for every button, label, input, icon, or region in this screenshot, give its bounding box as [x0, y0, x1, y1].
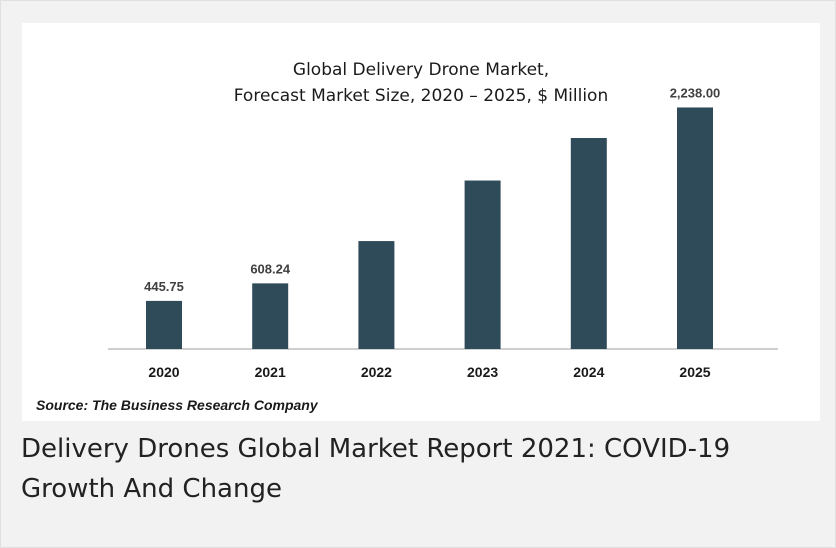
bar-2024 — [570, 138, 607, 349]
chart-title: Global Delivery Drone Market, Forecast M… — [22, 57, 820, 109]
bar-2022 — [358, 241, 395, 349]
x-tick-label: 2022 — [361, 364, 392, 380]
x-tick-label: 2023 — [467, 364, 498, 380]
data-label: 2,238.00 — [670, 85, 721, 100]
bar-2025 — [677, 107, 713, 349]
bar-chart: 2020 445.75 2021 608.24 2022 2023 2024 2025 2,23… — [108, 85, 778, 380]
chart-figure: Global Delivery Drone Market, Forecast M… — [22, 23, 820, 421]
x-tick-label: 2025 — [679, 364, 710, 380]
x-tick-label: 2020 — [148, 364, 179, 380]
chart-title-line-2: Forecast Market Size, 2020 – 2025, $ Mil… — [233, 86, 609, 106]
chart-title-line-1: Global Delivery Drone Market, — [292, 60, 550, 80]
x-tick-label: 2024 — [573, 364, 604, 380]
bar-2020 — [146, 300, 182, 349]
bar-2023 — [464, 180, 501, 349]
article-title[interactable]: Delivery Drones Global Market Report 202… — [21, 434, 731, 504]
x-tick-label: 2021 — [255, 364, 286, 380]
source-note: Source: The Business Research Company — [36, 397, 318, 413]
data-label: 608.24 — [250, 261, 291, 276]
bar-2021 — [252, 283, 289, 349]
data-label: 445.75 — [144, 279, 184, 294]
